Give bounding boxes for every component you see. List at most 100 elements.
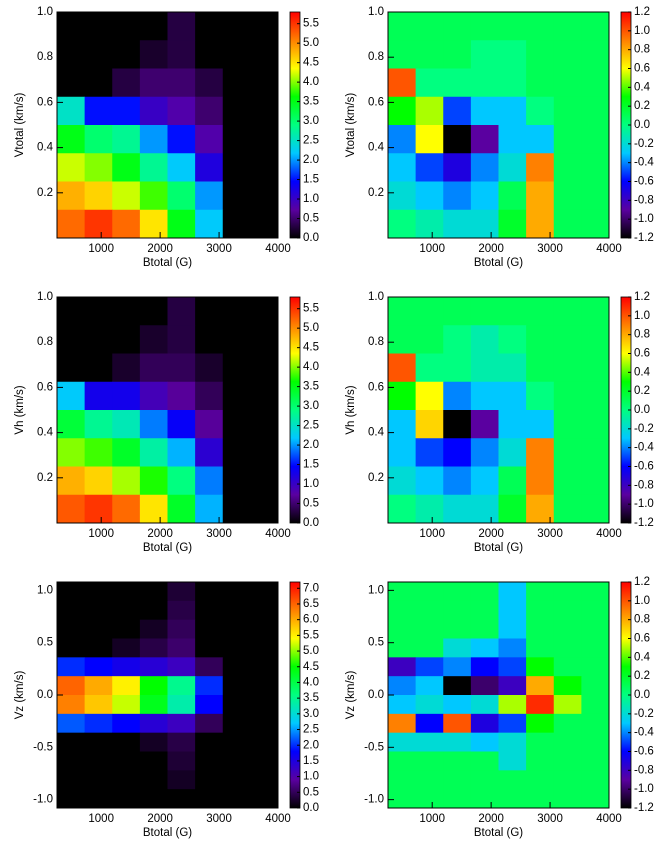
heatmap-cell xyxy=(443,582,472,602)
heatmap-cell xyxy=(250,209,279,239)
heatmap-cell xyxy=(498,732,527,752)
heatmap-cell xyxy=(526,466,555,496)
heatmap-cell xyxy=(553,676,582,696)
heatmap-cell xyxy=(222,125,251,154)
heatmap-cell xyxy=(112,494,141,524)
heatmap-cell xyxy=(222,12,251,41)
heatmap-cell xyxy=(470,770,499,790)
heatmap-cell xyxy=(388,68,417,98)
heatmap-cell xyxy=(443,789,472,809)
heatmap-cell xyxy=(195,297,224,326)
x-axis-label: Btotal (G) xyxy=(474,257,523,269)
plot-frame xyxy=(387,296,610,524)
heatmap-cell xyxy=(57,353,86,383)
colorbar-tick-label: 2.0 xyxy=(303,154,319,166)
heatmap-cell xyxy=(415,181,444,211)
y-tick-label: 0.2 xyxy=(37,472,53,484)
heatmap-cell xyxy=(250,466,279,496)
y-tick-label: 0.0 xyxy=(368,689,384,701)
heatmap-cell xyxy=(388,325,417,354)
heatmap-cell xyxy=(415,638,444,658)
heatmap-cell xyxy=(581,381,610,411)
heatmap-cell xyxy=(470,657,499,677)
heatmap-cell xyxy=(250,770,279,790)
heatmap-cell xyxy=(222,297,251,326)
heatmap-cell xyxy=(222,466,251,496)
heatmap-cell xyxy=(84,153,113,182)
heatmap-cell xyxy=(443,770,472,790)
heatmap-cell xyxy=(195,96,224,126)
heatmap-cell xyxy=(526,353,555,383)
heatmap-cell xyxy=(195,657,224,677)
heatmap-cell xyxy=(250,695,279,715)
heatmap-cell xyxy=(112,657,141,677)
heatmap-cell xyxy=(84,638,113,658)
heatmap-cell xyxy=(84,438,113,467)
heatmap-cell xyxy=(498,676,527,696)
heatmap-cell xyxy=(581,676,610,696)
heatmap-cell xyxy=(250,438,279,467)
heatmap-cell xyxy=(526,410,555,439)
heatmap-cell xyxy=(167,68,196,98)
x-tick-label: 2000 xyxy=(478,528,504,540)
heatmap-cell xyxy=(222,381,251,411)
colorbar-tick-label: 4.0 xyxy=(303,361,319,373)
heatmap-cell xyxy=(57,695,86,715)
y-tick-label: 0.8 xyxy=(368,51,384,63)
heatmap-cell xyxy=(581,638,610,658)
heatmap-cell xyxy=(167,751,196,771)
colorbar-tick-label: 0.0 xyxy=(634,119,650,131)
heatmap-cell xyxy=(167,12,196,41)
heatmap-cell xyxy=(415,494,444,524)
y-tick-label: 0.2 xyxy=(368,187,384,199)
heatmap-cell xyxy=(57,582,86,602)
heatmap-cell xyxy=(250,494,279,524)
heatmap-cell xyxy=(222,353,251,383)
y-tick-label: 1.0 xyxy=(37,584,53,596)
heatmap-cell xyxy=(526,638,555,658)
heatmap-cell xyxy=(526,713,555,734)
colorbar-tick-label: 3.5 xyxy=(303,381,319,393)
plot-frame xyxy=(56,296,279,524)
heatmap-cell xyxy=(167,438,196,467)
colorbar-tick-label: 0.5 xyxy=(303,498,319,510)
y-tick-label: 0.4 xyxy=(368,427,385,439)
colorbar-tick-label: 5.5 xyxy=(303,303,319,315)
heatmap-cell xyxy=(388,732,417,752)
heatmap-cell xyxy=(415,619,444,639)
colorbar-tick-label: 0.2 xyxy=(634,385,650,397)
heatmap-cell xyxy=(470,466,499,496)
heatmap-cell xyxy=(553,381,582,411)
x-tick-label: 1000 xyxy=(419,243,445,255)
heatmap-cell xyxy=(415,353,444,383)
x-tick-label: 4000 xyxy=(596,813,622,825)
heatmap-cell xyxy=(388,466,417,496)
y-tick-label: 0.5 xyxy=(37,637,53,649)
heatmap-cell xyxy=(139,40,168,69)
heatmap-cell xyxy=(553,96,582,126)
heatmap-cell xyxy=(470,582,499,602)
heatmap-cell xyxy=(470,153,499,182)
heatmap-cell xyxy=(84,353,113,383)
heatmap-cell xyxy=(250,96,279,126)
colorbar-tick-label: -0.8 xyxy=(634,479,654,491)
heatmap-cell xyxy=(581,619,610,639)
y-tick-label: -1.0 xyxy=(33,794,53,806)
colorbar-tick-label: 2.5 xyxy=(303,420,319,432)
heatmap-cell xyxy=(57,494,86,524)
heatmap-cell xyxy=(195,751,224,771)
colorbar-tick-label: -0.8 xyxy=(634,194,654,206)
heatmap-cell xyxy=(581,657,610,677)
heatmap-cell xyxy=(250,353,279,383)
y-axis-label: Vh (km/s) xyxy=(345,385,357,434)
heatmap-cell xyxy=(222,181,251,211)
heatmap-cell xyxy=(84,209,113,239)
y-tick-label: 1.0 xyxy=(368,291,384,303)
heatmap-cell xyxy=(222,600,251,621)
heatmap-cell xyxy=(112,381,141,411)
heatmap-cell xyxy=(139,68,168,98)
colorbar-tick-label: 5.0 xyxy=(303,322,319,334)
heatmap-cell xyxy=(84,381,113,411)
heatmap-cell xyxy=(443,732,472,752)
heatmap-cell xyxy=(443,381,472,411)
